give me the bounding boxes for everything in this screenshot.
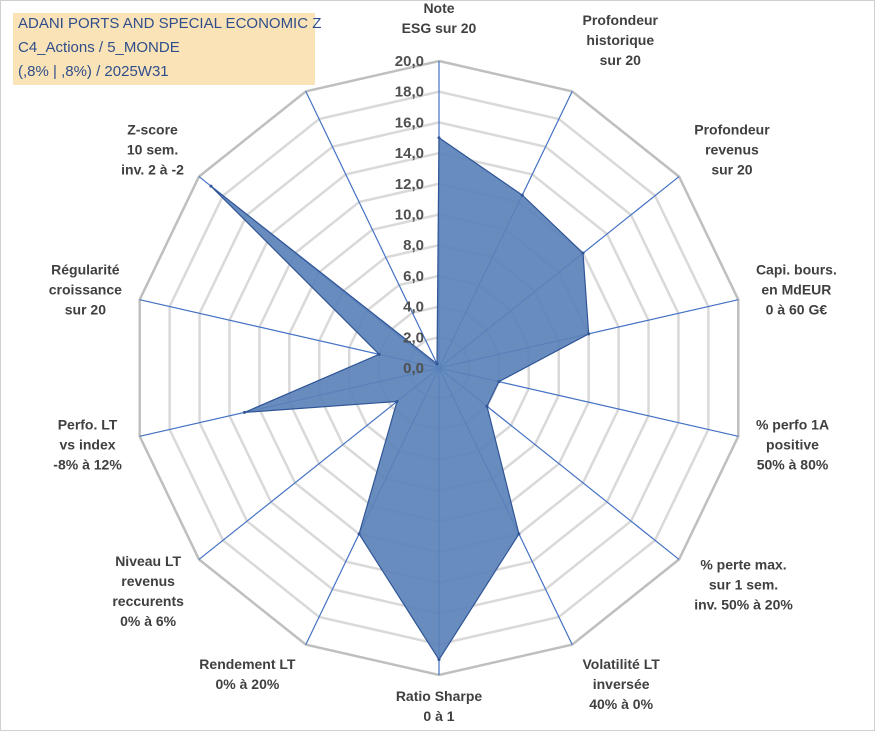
axis-label-line: Ratio Sharpe <box>396 688 483 704</box>
title-line-2: C4_Actions / 5_MONDE <box>18 39 180 56</box>
axis-label-line: inversée <box>593 676 650 692</box>
axis-label-line: 0% à 6% <box>120 613 177 629</box>
axis-label-line: Régularité <box>51 261 120 277</box>
axis-label-line: Volatilité LT <box>582 656 660 672</box>
axis-label-line: % perfo 1A <box>756 417 829 433</box>
axis-label-line: Note <box>423 1 454 16</box>
data-point <box>377 352 381 356</box>
tick-label: 2,0 <box>403 329 424 346</box>
tick-label: 6,0 <box>403 268 424 285</box>
data-point <box>242 410 246 414</box>
axis-label: Ratio Sharpe 0 à 1 <box>396 688 483 724</box>
tick-label: 12,0 <box>395 176 424 193</box>
tick-label: 14,0 <box>395 145 424 162</box>
data-point <box>520 193 524 197</box>
tick-label: 8,0 <box>403 237 424 254</box>
tick-label: 20,0 <box>395 53 424 70</box>
tick-label: 16,0 <box>395 114 424 131</box>
axis-label-line: 0 à 1 <box>423 708 454 724</box>
axis-label-line: revenus <box>121 573 175 589</box>
chart-title-box: ADANI PORTS AND SPECIAL ECONOMIC Z C4_Ac… <box>13 13 321 85</box>
axis-label-line: 50% à 80% <box>757 457 829 473</box>
axis-label-line: Z-score <box>127 121 178 137</box>
axis-label-line: inv. 50% à 20% <box>694 597 793 613</box>
axis-label-line: historique <box>586 32 654 48</box>
axis-label-line: -8% à 12% <box>53 457 122 473</box>
data-point <box>437 658 441 662</box>
radar-tick-labels: 0,0 2,0 4,0 6,0 8,0 10,0 12,0 14,0 16,0 18,0 20,0 <box>395 53 424 377</box>
data-point <box>437 136 441 140</box>
data-point <box>357 532 361 536</box>
axis-label-line: vs index <box>60 437 116 453</box>
axis-label-line: en MdEUR <box>761 281 831 297</box>
axis-label: Profondeur revenus sur 20 <box>694 121 770 177</box>
axis-label: Régularité croissance sur 20 <box>49 261 122 317</box>
axis-label: Note ESG sur 20 <box>402 1 477 36</box>
axis-label-line: Rendement LT <box>199 656 296 672</box>
data-point <box>485 404 489 408</box>
axis-label: % perfo 1A positive 50% à 80% <box>756 417 829 473</box>
data-point <box>517 532 521 536</box>
radar-series <box>209 136 591 662</box>
axis-label-line: sur 20 <box>711 161 752 177</box>
tick-label: 10,0 <box>395 207 424 224</box>
axis-label: Niveau LT revenus reccurents 0% à 6% <box>112 553 184 629</box>
tick-label: 0,0 <box>403 360 424 377</box>
axis-label-line: 0% à 20% <box>215 676 279 692</box>
axis-label: Z-score 10 sem. inv. 2 à -2 <box>121 121 184 177</box>
axis-label: % perte max. sur 1 sem. inv. 50% à 20% <box>694 557 793 613</box>
tick-label: 18,0 <box>395 84 424 101</box>
title-line-3: (,8% | ,8%) / 2025W31 <box>18 63 169 80</box>
axis-label-line: inv. 2 à -2 <box>121 161 184 177</box>
axis-label-line: Niveau LT <box>115 553 181 569</box>
axis-label-line: Perfo. LT <box>58 417 118 433</box>
axis-label-line: positive <box>766 437 819 453</box>
title-line-1: ADANI PORTS AND SPECIAL ECONOMIC Z <box>18 15 322 32</box>
axis-label-line: reccurents <box>112 593 184 609</box>
axis-label-line: 0 à 60 G€ <box>766 301 828 317</box>
data-point <box>395 399 399 403</box>
data-point <box>497 380 501 384</box>
tick-label: 4,0 <box>403 299 424 316</box>
axis-label-line: Capi. bours. <box>756 261 837 277</box>
data-point <box>581 251 585 255</box>
axis-label-line: revenus <box>705 141 759 157</box>
data-point <box>587 332 591 336</box>
axis-label-line: ESG sur 20 <box>402 20 477 36</box>
axis-label-line: Profondeur <box>694 121 770 137</box>
axis-label-line: sur 20 <box>600 52 641 68</box>
axis-label-line: sur 20 <box>65 301 106 317</box>
axis-label-line: sur 1 sem. <box>709 577 778 593</box>
axis-spoke <box>305 91 440 369</box>
axis-label: Capi. bours. en MdEUR 0 à 60 G€ <box>756 261 837 317</box>
axis-label: Perfo. LT vs index -8% à 12% <box>53 417 122 473</box>
axis-label: Rendement LT 0% à 20% <box>199 656 296 692</box>
data-point <box>435 362 439 366</box>
data-point <box>209 184 213 188</box>
axis-label-line: % perte max. <box>700 557 786 573</box>
axis-label-line: 40% à 0% <box>589 696 653 712</box>
axis-label-line: Profondeur <box>583 12 659 28</box>
axis-label: Volatilité LT inversée 40% à 0% <box>582 656 660 712</box>
axis-label: Profondeur historique sur 20 <box>583 12 659 68</box>
axis-label-line: croissance <box>49 281 122 297</box>
axis-label-line: 10 sem. <box>127 141 178 157</box>
